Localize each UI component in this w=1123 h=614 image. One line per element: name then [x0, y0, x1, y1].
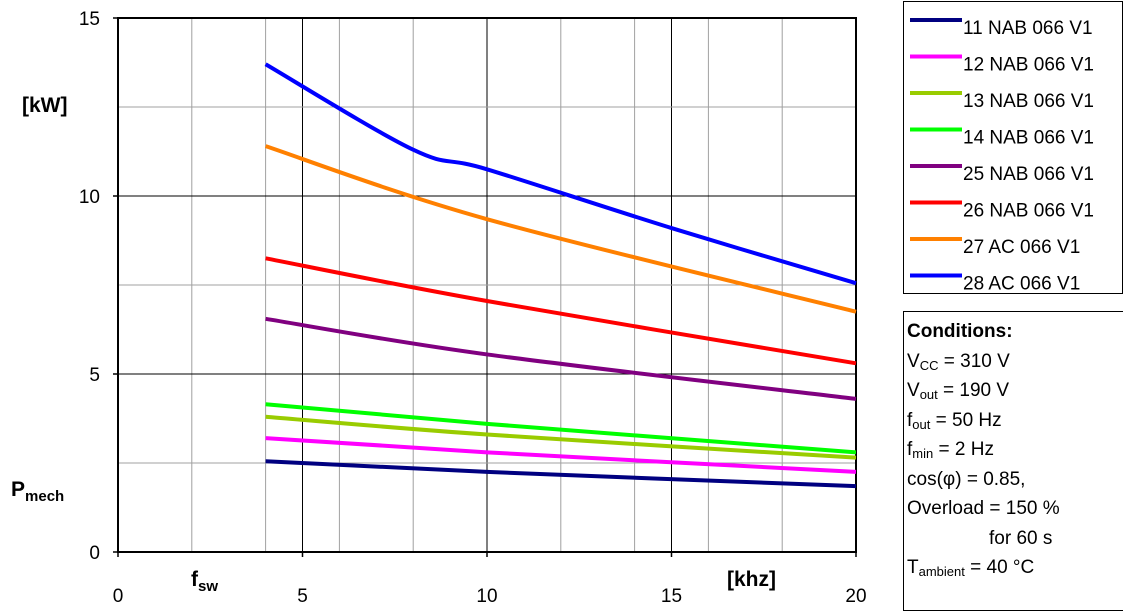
x-axis-unit: [khz]: [727, 568, 776, 591]
legend-label: 28 AC 066 V1: [963, 274, 1080, 295]
x-tick-label: 0: [113, 586, 124, 607]
condition-overload-duration: for 60 s: [989, 527, 1053, 549]
condition-fmin: fmin = 2 Hz: [907, 439, 994, 461]
conditions-box: Conditions: VCC = 310 V Vout = 190 V fou…: [903, 311, 1123, 611]
condition-vout: Vout = 190 V: [907, 380, 1010, 402]
power-chart: 0 5 10 15 20 0 5 10 15 [kW] Pmech fsw [khz]: [11, 9, 867, 607]
legend-item-26-nab-066-v1: 26 NAB 066 V1: [910, 200, 1094, 222]
y-axis-unit: [kW]: [22, 94, 68, 117]
legend-label: 11 NAB 066 V1: [963, 18, 1093, 39]
x-tick-label: 20: [845, 586, 866, 607]
series-line-14-nab-066-v1: [265, 402, 857, 455]
series-line-11-nab-066-v1: [265, 459, 857, 489]
legend-label: 14 NAB 066 V1: [963, 128, 1094, 149]
y-tick-label: 10: [79, 187, 100, 208]
x-tick-label: 5: [297, 586, 308, 607]
series-line-26-nab-066-v1: [265, 256, 857, 366]
series-line-27-ac-066-v1: [264, 144, 857, 314]
legend-label: 13 NAB 066 V1: [963, 91, 1094, 112]
series-line-25-nab-066-v1: [265, 316, 857, 401]
x-tick-label: 15: [661, 586, 682, 607]
legend-item-28-ac-066-v1: 28 AC 066 V1: [910, 273, 1080, 295]
legend-item-27-ac-066-v1: 27 AC 066 V1: [910, 237, 1080, 258]
series-line-28-ac-066-v1: [264, 62, 857, 286]
y-axis-label: Pmech: [11, 478, 64, 505]
series-line-12-nab-066-v1: [265, 436, 857, 474]
y-tick-label: 0: [89, 543, 100, 564]
y-tick-label: 5: [89, 365, 100, 386]
x-axis-label: fsw: [191, 568, 218, 595]
series-line-13-nab-066-v1: [265, 414, 857, 460]
condition-cos-phi: cos(φ) = 0.85,: [907, 468, 1026, 490]
legend-label: 25 NAB 066 V1: [963, 164, 1094, 185]
condition-fout: fout = 50 Hz: [907, 409, 1002, 432]
condition-ambient-temp: Tambient = 40 °C: [907, 557, 1035, 579]
condition-overload: Overload = 150 %: [907, 498, 1060, 519]
legend-item-14-nab-066-v1: 14 NAB 066 V1: [910, 127, 1094, 149]
legend-item-13-nab-066-v1: 13 NAB 066 V1: [910, 91, 1094, 112]
legend-label: 27 AC 066 V1: [963, 237, 1080, 258]
legend: 11 NAB 066 V1 12 NAB 066 V1 13 NAB 066 V1 1…: [903, 1, 1123, 295]
legend-label: 12 NAB 066 V1: [963, 55, 1094, 76]
condition-vcc: VCC = 310 V: [907, 350, 1010, 373]
x-tick-label: 10: [476, 586, 497, 607]
conditions-title: Conditions:: [907, 321, 1013, 342]
legend-item-11-nab-066-v1: 11 NAB 066 V1: [910, 18, 1093, 39]
legend-label: 26 NAB 066 V1: [963, 201, 1094, 222]
y-tick-label: 15: [79, 9, 100, 30]
legend-item-12-nab-066-v1: 12 NAB 066 V1: [910, 54, 1094, 76]
legend-item-25-nab-066-v1: 25 NAB 066 V1: [910, 164, 1094, 185]
